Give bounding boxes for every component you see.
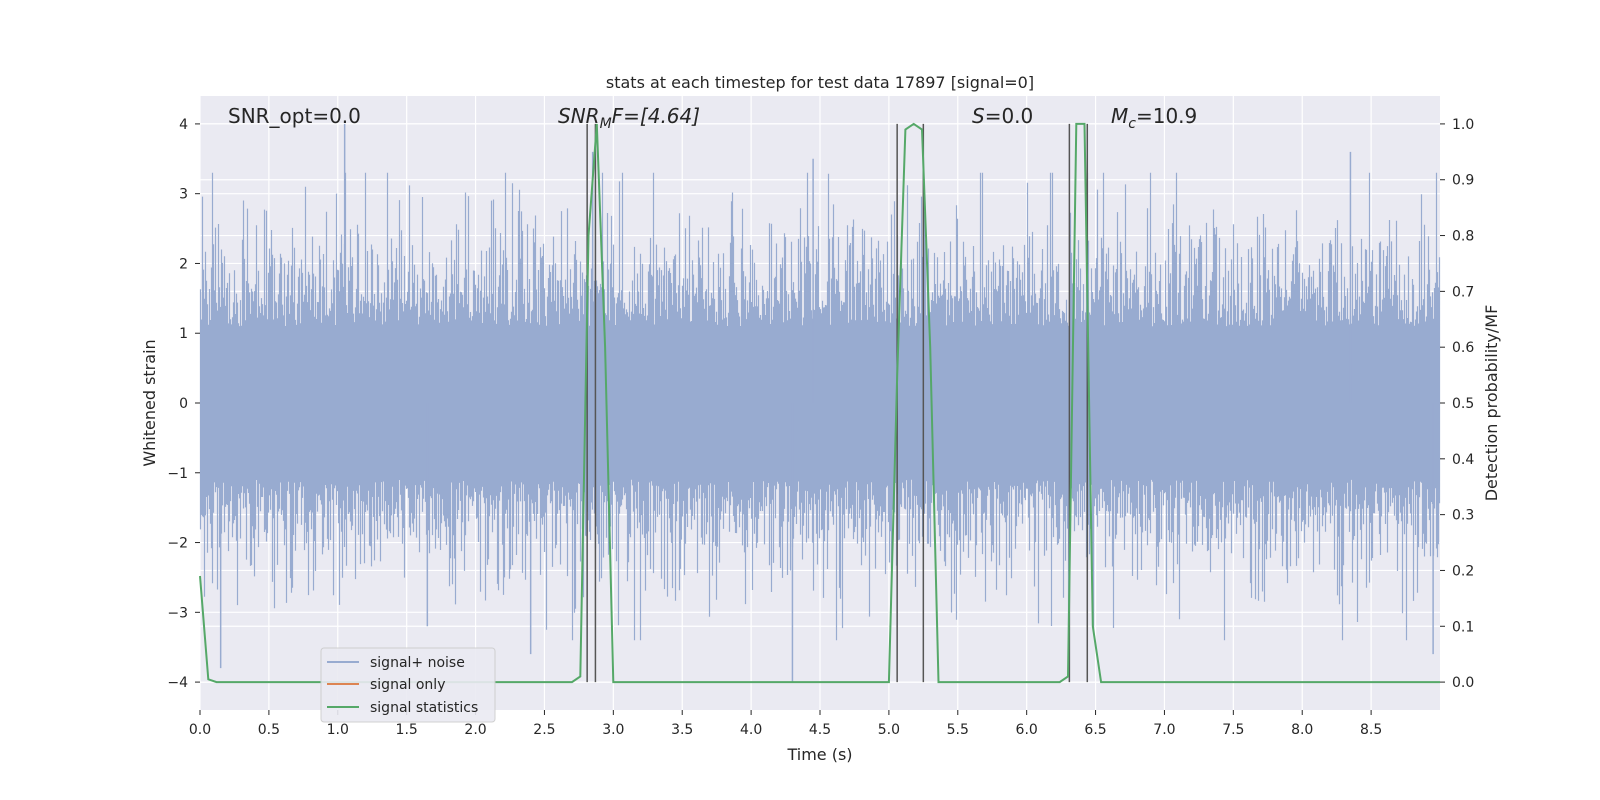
y2-tick-label: 0.8 — [1452, 229, 1474, 245]
stats-line — [199, 122, 1440, 684]
annotation-s-rest: =0.0 — [985, 104, 1034, 128]
annotation-mc-rest: =10.9 — [1136, 104, 1197, 128]
x-tick-label: 6.5 — [1084, 722, 1106, 738]
x-tick-label: 1.0 — [327, 722, 349, 738]
y2-tick-label: 0.5 — [1452, 396, 1474, 412]
y2-tick-label: 0.3 — [1452, 508, 1474, 524]
legend: signal+ noise signal only signal statist… — [320, 647, 496, 723]
annotation-mc-main: M — [1111, 104, 1128, 128]
x-tick-label: 8.5 — [1360, 722, 1382, 738]
x-tick-label: 5.5 — [947, 722, 969, 738]
annotation-snr-mf: SNRMF=[4.64] — [558, 104, 700, 132]
vertical-markers — [586, 123, 1089, 683]
legend-label-signal: signal only — [370, 677, 445, 693]
y2-tick-label: 0.2 — [1452, 563, 1474, 579]
chart-title: stats at each timestep for test data 178… — [606, 73, 1034, 92]
x-tick-label: 1.5 — [396, 722, 418, 738]
x-tick-label: 2.5 — [533, 722, 555, 738]
annotation-s: S=0.0 — [972, 104, 1033, 128]
y2-ticks: 1.0 0.9 0.8 0.7 0.6 0.5 0.4 0.3 0.2 0.1 0.0 — [1440, 117, 1474, 691]
y-ticks: 4 3 2 1 0 −1 −2 −3 −4 — [167, 117, 200, 691]
x-axis-label: Time (s) — [786, 745, 852, 764]
stats-series — [199, 122, 1440, 684]
y-tick-label: 2 — [179, 256, 188, 272]
y2-tick-label: 0.4 — [1452, 452, 1474, 468]
legend-box — [320, 647, 496, 723]
y2-tick-label: 0.7 — [1452, 284, 1474, 300]
y-tick-label: 4 — [179, 117, 188, 133]
annotation-mc: Mc=10.9 — [1111, 104, 1197, 132]
legend-label-noise: signal+ noise — [370, 655, 465, 671]
x-tick-label: 0.5 — [258, 722, 280, 738]
noise-series — [199, 123, 1441, 683]
x-tick-label: 0.0 — [189, 722, 211, 738]
y2-tick-label: 1.0 — [1452, 117, 1474, 133]
x-tick-label: 4.5 — [809, 722, 831, 738]
y-tick-label: 3 — [179, 187, 188, 203]
x-tick-label: 3.5 — [671, 722, 693, 738]
x-tick-label: 2.0 — [464, 722, 486, 738]
y2-tick-label: 0.1 — [1452, 619, 1474, 635]
legend-label-stats: signal statistics — [370, 700, 478, 716]
annotation-snr-mf-sub: M — [600, 116, 612, 132]
x-tick-label: 5.0 — [878, 722, 900, 738]
y2-tick-label: 0.0 — [1452, 675, 1474, 691]
x-tick-label: 4.0 — [740, 722, 762, 738]
x-tick-label: 3.0 — [602, 722, 624, 738]
y2-tick-label: 0.9 — [1452, 173, 1474, 189]
y-tick-label: −3 — [167, 605, 188, 621]
x-tick-label: 6.0 — [1016, 722, 1038, 738]
y-axis-label: Whitened strain — [140, 339, 159, 466]
noise-core-band — [200, 333, 1440, 473]
y-tick-label: −2 — [167, 536, 188, 552]
annotation-snr-mf-rest: F=[4.64] — [612, 104, 700, 128]
x-ticks: 0.0 0.5 1.0 1.5 2.0 2.5 3.0 3.5 4.0 4.5 5.0 5.5 6.0 6… — [189, 710, 1382, 738]
y-tick-label: 1 — [179, 326, 188, 342]
annotation-s-main: S — [972, 104, 985, 128]
x-tick-label: 7.5 — [1222, 722, 1244, 738]
y2-tick-label: 0.6 — [1452, 340, 1474, 356]
y-tick-label: 0 — [179, 396, 188, 412]
x-tick-label: 7.0 — [1153, 722, 1175, 738]
annotation-mc-sub: c — [1128, 116, 1136, 132]
y-tick-label: −1 — [167, 466, 188, 482]
y2-axis-label: Detection probability/MF — [1482, 305, 1501, 502]
annotation-snr-opt: SNR_opt=0.0 — [228, 104, 361, 128]
x-tick-label: 8.0 — [1291, 722, 1313, 738]
annotation-snr-mf-main: SNR — [558, 104, 600, 128]
y-tick-label: −4 — [167, 675, 188, 691]
